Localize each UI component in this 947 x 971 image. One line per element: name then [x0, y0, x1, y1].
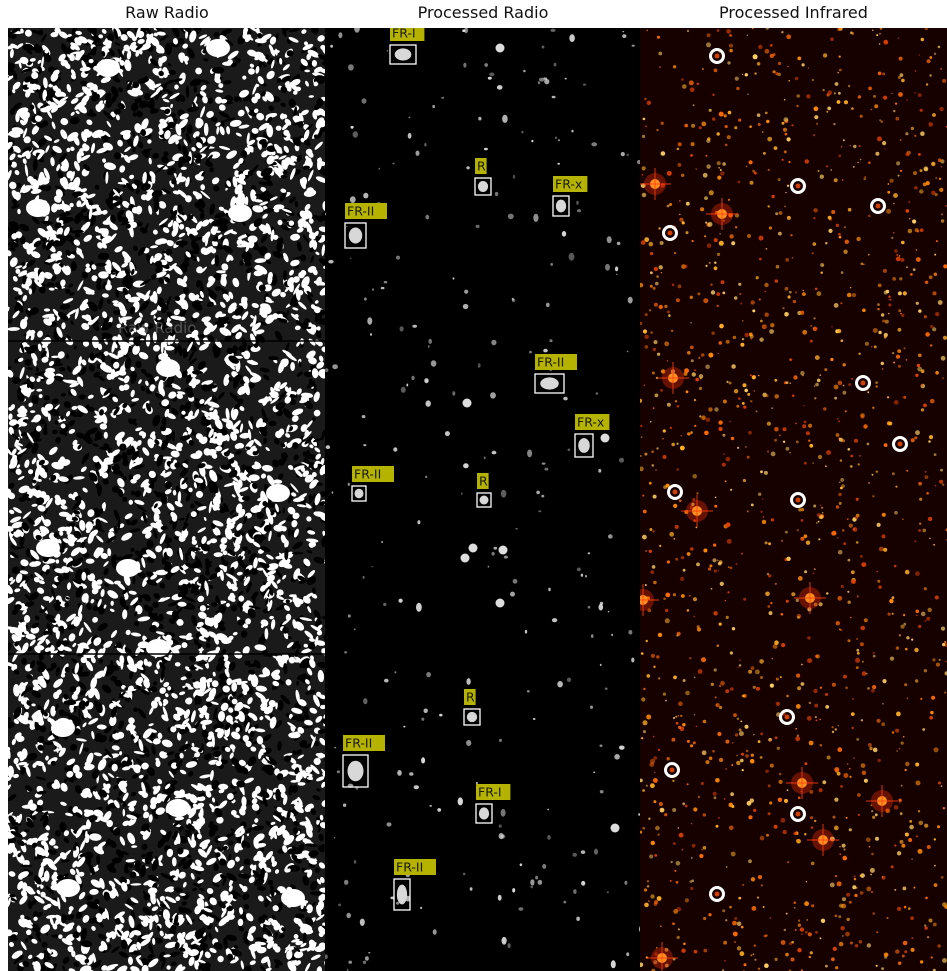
detection-label-bg — [553, 176, 588, 192]
processed-radio-image: FR-I R FR-x FR-II FR-II FR-x FR-II R R FR-II FR-I F… — [325, 28, 641, 971]
detection-label: FR-x — [555, 177, 582, 192]
raw-noise-texture: Raw Radio — [8, 28, 326, 971]
ir-marker-9 — [664, 762, 680, 778]
detection-box — [574, 433, 594, 458]
processed-infrared-panel — [640, 28, 947, 971]
detection-label-bg — [390, 28, 425, 41]
detection-box — [534, 373, 565, 394]
detection-10: FR-I — [475, 784, 511, 824]
detection-label: FR-II — [396, 860, 423, 875]
detection-box — [344, 222, 367, 249]
detection-label-bg — [345, 203, 387, 219]
detection-7: R — [476, 473, 492, 508]
detection-label: FR-II — [345, 736, 372, 751]
ir-marker-1 — [790, 178, 806, 194]
processed-sources — [325, 28, 641, 971]
detection-label-bg — [343, 735, 385, 751]
detection-label: FR-II — [354, 467, 381, 482]
detection-0: FR-I — [389, 28, 425, 65]
ghost-title: Raw Radio — [118, 319, 196, 337]
detection-label-bg — [352, 466, 394, 482]
processed-radio-panel: FR-I R FR-x FR-II FR-II FR-x FR-II R R FR-II FR-I F… — [325, 28, 641, 971]
ir-marker-5 — [892, 436, 908, 452]
detection-box — [351, 485, 367, 502]
detection-box — [393, 878, 411, 911]
detection-box — [475, 803, 493, 824]
detection-label-bg — [575, 414, 610, 430]
detection-label: FR-x — [577, 415, 604, 430]
detection-box — [476, 492, 492, 508]
detection-4: FR-II — [534, 354, 577, 394]
detection-label-bg — [464, 689, 476, 705]
ir-marker-4 — [855, 375, 871, 391]
ir-marker-2 — [870, 198, 886, 214]
ir-marker-3 — [662, 225, 678, 241]
detection-label: R — [466, 690, 475, 705]
detection-box — [389, 44, 417, 65]
detection-1: R — [474, 158, 492, 196]
detection-3: FR-II — [344, 203, 387, 249]
detection-9: FR-II — [342, 735, 385, 788]
detection-11: FR-II — [393, 859, 436, 911]
detection-8: R — [463, 689, 481, 726]
detection-box — [463, 708, 481, 726]
detection-box — [474, 177, 492, 196]
detection-label: R — [477, 159, 486, 174]
detection-label: FR-II — [537, 355, 564, 370]
raw-radio-title: Raw Radio — [125, 3, 209, 22]
ir-marker-8 — [779, 709, 795, 725]
detection-box — [552, 195, 570, 217]
detection-label: R — [479, 474, 488, 489]
detection-label: FR-I — [392, 28, 416, 41]
detection-label-bg — [475, 158, 487, 174]
processed-infrared-title: Processed Infrared — [719, 3, 868, 22]
detection-label-bg — [477, 473, 489, 489]
detection-6: FR-II — [351, 466, 394, 502]
detection-label-bg — [476, 784, 511, 800]
infrared-star-field — [640, 28, 947, 971]
processed-infrared-image — [640, 28, 947, 971]
ir-marker-7 — [790, 492, 806, 508]
detection-5: FR-x — [574, 414, 610, 458]
ir-marker-11 — [709, 886, 725, 902]
detection-label: FR-II — [347, 204, 374, 219]
detection-2: FR-x — [552, 176, 588, 217]
ir-marker-0 — [709, 48, 725, 64]
ir-marker-10 — [790, 806, 806, 822]
detection-label: FR-I — [478, 785, 502, 800]
detection-box — [342, 754, 369, 788]
detection-label-bg — [535, 354, 577, 370]
detection-label-bg — [394, 859, 436, 875]
processed-radio-title: Processed Radio — [417, 3, 549, 22]
raw-radio-panel: Raw Radio — [8, 28, 326, 971]
raw-radio-image: Raw Radio — [8, 28, 326, 971]
ir-marker-6 — [667, 484, 683, 500]
